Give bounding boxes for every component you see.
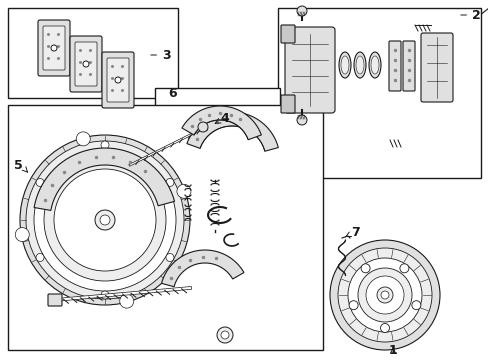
Circle shape [337,248,431,342]
Circle shape [380,291,388,299]
Circle shape [165,253,174,261]
FancyBboxPatch shape [107,58,129,102]
Text: 6: 6 [168,86,176,99]
Ellipse shape [338,52,350,78]
Circle shape [399,264,408,273]
Polygon shape [161,250,244,287]
Text: 4: 4 [215,112,229,125]
FancyBboxPatch shape [48,294,62,306]
Ellipse shape [353,52,365,78]
Circle shape [54,169,156,271]
Circle shape [15,228,29,242]
FancyBboxPatch shape [388,41,400,91]
Circle shape [115,77,121,83]
Ellipse shape [368,52,380,78]
Text: 5: 5 [14,158,27,172]
FancyBboxPatch shape [402,41,414,91]
Circle shape [34,149,176,291]
Circle shape [296,115,306,125]
Circle shape [101,141,109,149]
FancyBboxPatch shape [70,36,102,92]
Polygon shape [186,112,278,151]
Circle shape [296,6,306,16]
Bar [278,8,480,178]
Circle shape [95,210,115,230]
Polygon shape [34,148,174,211]
FancyBboxPatch shape [102,52,134,108]
Circle shape [20,135,190,305]
Circle shape [365,276,403,314]
Circle shape [217,327,232,343]
Circle shape [36,253,44,261]
Text: 2: 2 [460,9,480,22]
Ellipse shape [370,56,378,74]
Circle shape [411,301,420,310]
Circle shape [101,291,109,299]
FancyBboxPatch shape [75,42,97,86]
FancyBboxPatch shape [38,20,70,76]
Circle shape [51,45,57,51]
Circle shape [44,159,165,281]
Text: 1: 1 [388,343,397,356]
Circle shape [100,215,110,225]
Bar [8,105,323,350]
Circle shape [165,179,174,186]
Ellipse shape [340,56,348,74]
FancyBboxPatch shape [420,33,452,102]
Circle shape [376,287,392,303]
Text: 7: 7 [345,225,359,239]
Circle shape [347,258,421,332]
FancyBboxPatch shape [281,95,294,113]
FancyBboxPatch shape [43,26,65,70]
Circle shape [177,184,190,198]
FancyBboxPatch shape [285,27,334,113]
FancyBboxPatch shape [281,25,294,43]
Circle shape [329,240,439,350]
Circle shape [36,179,44,186]
Circle shape [221,331,228,339]
Circle shape [357,268,411,322]
Circle shape [26,141,183,299]
Circle shape [76,132,90,146]
Bar [8,8,178,98]
Circle shape [120,294,133,308]
Circle shape [380,324,389,333]
Circle shape [360,264,369,273]
Bar [155,88,280,203]
Circle shape [348,301,357,310]
Circle shape [198,122,207,132]
Text: 3: 3 [150,49,170,62]
Ellipse shape [355,56,363,74]
Polygon shape [182,106,261,140]
Circle shape [83,61,89,67]
